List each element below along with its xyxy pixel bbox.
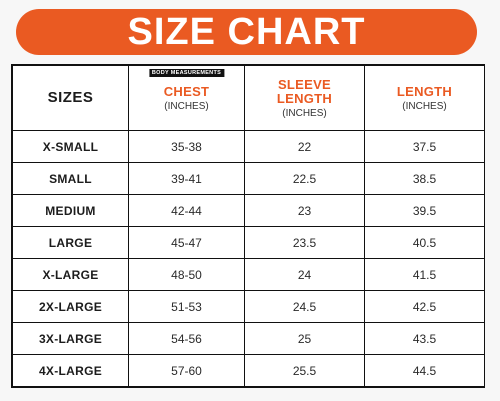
sleeve-value-cell: 24.5 [244,290,365,323]
table-row: X-SMALL 35-38 22 37.5 [12,130,485,163]
length-value-cell: 44.5 [364,354,485,387]
chest-value: 42-44 [171,203,202,218]
length-value: 43.5 [412,331,437,346]
sleeve-value: 25.5 [292,363,317,378]
chest-value-cell: 35-38 [128,130,245,163]
header-sleeve-unit: (INCHES) [282,107,327,119]
sleeve-value: 23 [297,203,312,218]
length-value-cell: 43.5 [364,322,485,355]
length-value-cell: 39.5 [364,194,485,227]
length-value-cell: 38.5 [364,162,485,195]
sleeve-value-cell: 23.5 [244,226,365,259]
size-label: SMALL [49,171,92,186]
chest-value: 39-41 [171,171,202,186]
sleeve-value: 24 [297,267,312,282]
header-sleeve: SLEEVE LENGTH (INCHES) [244,65,365,131]
length-value-cell: 42.5 [364,290,485,323]
sleeve-value: 22 [297,139,312,154]
chest-value-cell: 48-50 [128,258,245,291]
size-label: LARGE [48,235,93,250]
header-sizes-label: SIZES [47,89,94,106]
length-value-cell: 40.5 [364,226,485,259]
size-label-cell: 4X-LARGE [12,354,129,387]
table-row: 2X-LARGE 51-53 24.5 42.5 [12,290,485,323]
size-label: X-LARGE [42,267,99,282]
length-value: 44.5 [412,363,437,378]
chest-value-cell: 57-60 [128,354,245,387]
header-chest: BODY MEASUREMENTS CHEST (INCHES) [128,65,245,131]
sleeve-value-cell: 22.5 [244,162,365,195]
table-row: 4X-LARGE 57-60 25.5 44.5 [12,354,485,387]
chest-value: 51-53 [171,299,202,314]
table-row: MEDIUM 42-44 23 39.5 [12,194,485,227]
header-length-label: LENGTH [396,83,453,99]
chest-value: 48-50 [171,267,202,282]
sleeve-value-cell: 24 [244,258,365,291]
size-label-cell: 3X-LARGE [12,322,129,355]
header-sizes: SIZES [12,65,129,131]
sleeve-value: 22.5 [292,171,317,186]
size-chart-table: SIZES BODY MEASUREMENTS CHEST (INCHES) S… [11,64,485,388]
size-label-cell: SMALL [12,162,129,195]
sleeve-value-cell: 25.5 [244,354,365,387]
header-chest-label: CHEST [163,83,210,99]
header-chest-unit: (INCHES) [164,100,209,112]
size-label-cell: LARGE [12,226,129,259]
sleeve-value-cell: 25 [244,322,365,355]
table-row: SMALL 39-41 22.5 38.5 [12,162,485,195]
table-row: LARGE 45-47 23.5 40.5 [12,226,485,259]
chest-value: 54-56 [171,331,202,346]
sleeve-value: 25 [297,331,312,346]
sleeve-value: 24.5 [292,299,317,314]
size-label-cell: X-SMALL [12,130,129,163]
length-value: 38.5 [412,171,437,186]
chest-value-cell: 42-44 [128,194,245,227]
length-value: 42.5 [412,299,437,314]
size-label: MEDIUM [45,203,96,218]
chest-value-cell: 51-53 [128,290,245,323]
size-label-cell: X-LARGE [12,258,129,291]
chest-value: 35-38 [171,139,202,154]
chest-value: 45-47 [171,235,202,250]
size-label: 4X-LARGE [38,363,103,378]
sleeve-value-cell: 22 [244,130,365,163]
table-row: 3X-LARGE 54-56 25 43.5 [12,322,485,355]
chest-value-cell: 45-47 [128,226,245,259]
size-label: X-SMALL [42,139,99,154]
length-value: 40.5 [412,235,437,250]
chest-value-cell: 54-56 [128,322,245,355]
length-value: 39.5 [412,203,437,218]
size-label-cell: 2X-LARGE [12,290,129,323]
header-sleeve-label-line2: LENGTH [276,90,333,106]
header-length-unit: (INCHES) [402,100,447,112]
page-title: SIZE CHART [127,11,366,53]
header-sleeve-label-line1: SLEEVE [277,76,332,92]
size-label: 2X-LARGE [38,299,103,314]
chest-value-cell: 39-41 [128,162,245,195]
title-banner: SIZE CHART [16,9,477,55]
size-label-cell: MEDIUM [12,194,129,227]
header-length: LENGTH (INCHES) [364,65,485,131]
length-value-cell: 37.5 [364,130,485,163]
length-value-cell: 41.5 [364,258,485,291]
length-value: 37.5 [412,139,437,154]
table-row: X-LARGE 48-50 24 41.5 [12,258,485,291]
size-label: 3X-LARGE [38,331,103,346]
body-measurements-tag: BODY MEASUREMENTS [148,69,225,77]
table-header-row: SIZES BODY MEASUREMENTS CHEST (INCHES) S… [12,65,485,131]
chest-value: 57-60 [171,363,202,378]
length-value: 41.5 [412,267,437,282]
sleeve-value: 23.5 [292,235,317,250]
sleeve-value-cell: 23 [244,194,365,227]
